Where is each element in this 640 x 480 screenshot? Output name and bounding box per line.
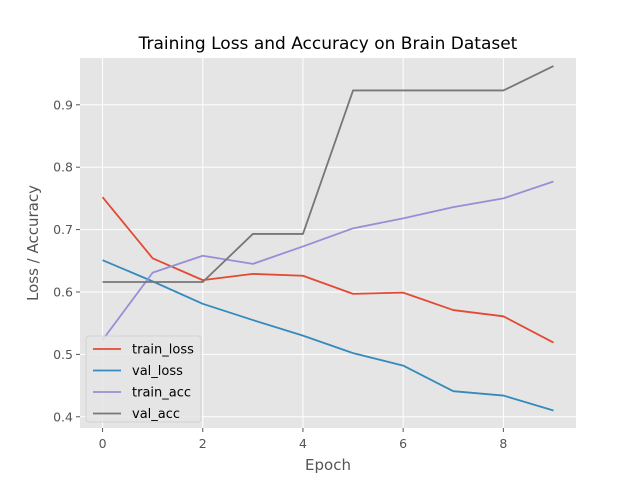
- y-tick-label: 0.5: [53, 347, 73, 362]
- legend-label: train_acc: [132, 386, 191, 401]
- legend-box: [85, 335, 202, 423]
- y-tick-label: 0.4: [53, 409, 73, 424]
- y-axis-label: Loss / Accuracy: [24, 185, 42, 301]
- y-tick-label: 0.9: [53, 97, 73, 112]
- series-line-train-loss: [101, 196, 554, 344]
- legend-label: train_loss: [132, 343, 194, 358]
- y-tick-label: 0.6: [53, 284, 73, 299]
- legend-label: val_loss: [132, 364, 183, 379]
- series-group: [101, 65, 554, 412]
- chart-title: Training Loss and Accuracy on Brain Data…: [138, 34, 518, 54]
- series-line-val-loss: [102, 259, 554, 412]
- legend-label: val_acc: [132, 407, 180, 422]
- grid: [80, 58, 576, 428]
- x-tick-label: 0: [99, 436, 107, 451]
- x-tick-label: 2: [199, 436, 207, 451]
- series-line-val-acc: [102, 65, 554, 283]
- x-axis: 0 2 4 6 8: [99, 428, 507, 451]
- x-axis-label: Epoch: [305, 456, 351, 474]
- y-axis: 0.4 0.5 0.6 0.7 0.8 0.9: [53, 97, 80, 424]
- x-tick-label: 4: [299, 436, 307, 451]
- series-line-train-acc: [101, 180, 554, 341]
- legend: train_loss val_loss train_acc val_acc: [85, 335, 202, 423]
- x-tick-label: 8: [499, 436, 507, 451]
- y-tick-label: 0.7: [53, 222, 73, 237]
- y-tick-label: 0.8: [53, 160, 73, 175]
- x-tick-label: 6: [399, 436, 407, 451]
